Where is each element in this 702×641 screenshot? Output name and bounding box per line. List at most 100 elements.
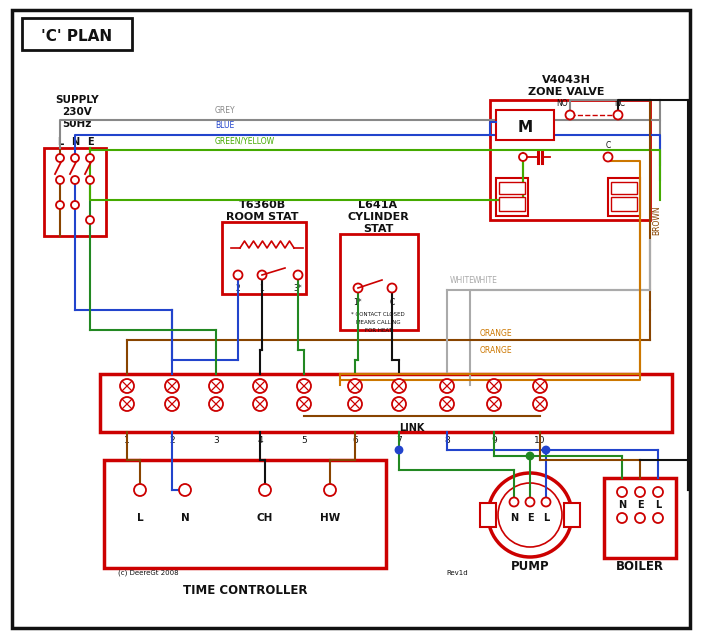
Circle shape [56,154,64,162]
Text: L: L [57,137,63,147]
Circle shape [253,397,267,411]
Circle shape [86,154,94,162]
Circle shape [533,397,547,411]
Bar [496,110,554,140]
Text: V4043H: V4043H [541,75,590,85]
Text: L: L [543,513,549,523]
Circle shape [519,153,527,161]
Bar [104,460,386,568]
Text: FOR HEAT: FOR HEAT [364,328,392,333]
Circle shape [348,379,362,393]
Text: HW: HW [320,513,340,523]
Circle shape [120,397,134,411]
Circle shape [209,397,223,411]
Circle shape [297,379,311,393]
Circle shape [510,497,519,506]
Circle shape [120,379,134,393]
Text: L: L [137,513,143,523]
Circle shape [635,513,645,523]
Circle shape [614,110,623,119]
Circle shape [566,110,574,119]
Text: Rev1d: Rev1d [446,570,468,576]
Circle shape [526,453,534,460]
Circle shape [392,379,406,393]
Text: CH: CH [257,513,273,523]
Circle shape [134,484,146,496]
Text: N: N [618,500,626,510]
Text: ORANGE: ORANGE [480,346,512,355]
Text: 3*: 3* [293,283,303,292]
Circle shape [348,397,362,411]
Text: STAT: STAT [363,224,393,234]
Circle shape [297,397,311,411]
Circle shape [253,379,267,393]
Text: ORANGE: ORANGE [480,329,512,338]
Circle shape [440,379,454,393]
Circle shape [324,484,336,496]
Text: E: E [637,500,643,510]
Circle shape [71,176,79,184]
Circle shape [653,513,663,523]
Circle shape [179,484,191,496]
Text: BOILER: BOILER [616,560,664,574]
Bar [222,222,306,294]
Text: E: E [526,513,534,523]
Text: WHITE: WHITE [473,276,498,285]
Circle shape [533,379,547,393]
Text: L641A: L641A [359,200,397,210]
Circle shape [392,397,406,411]
Text: E: E [86,137,93,147]
Circle shape [209,379,223,393]
Circle shape [395,447,402,453]
Text: WHITE: WHITE [450,276,475,285]
Circle shape [86,176,94,184]
Text: 5: 5 [301,436,307,445]
Circle shape [541,497,550,506]
Text: 2: 2 [236,283,240,292]
Circle shape [604,153,613,162]
Circle shape [234,271,242,279]
Circle shape [617,487,627,497]
Circle shape [653,487,663,497]
Bar [499,197,525,211]
Text: 230V: 230V [62,107,92,117]
Bar [490,100,650,220]
Text: 8: 8 [444,436,450,445]
Text: GREY: GREY [215,106,236,115]
Circle shape [86,216,94,224]
Circle shape [56,201,64,209]
Text: ZONE VALVE: ZONE VALVE [528,87,604,97]
Text: NO: NO [556,99,568,108]
Text: 6: 6 [352,436,358,445]
Circle shape [293,271,303,279]
Bar [340,234,418,330]
Text: N: N [180,513,190,523]
Circle shape [487,397,501,411]
Text: MEANS CALLING: MEANS CALLING [356,319,400,324]
Text: 1: 1 [124,436,130,445]
Text: L: L [655,500,661,510]
Circle shape [71,154,79,162]
Text: N: N [510,513,518,523]
Circle shape [488,473,572,557]
Circle shape [635,487,645,497]
Text: PUMP: PUMP [510,560,549,574]
Bar [22,18,132,50]
Bar [608,178,640,216]
Circle shape [258,271,267,279]
Text: BLUE: BLUE [215,121,234,130]
Text: N: N [71,137,79,147]
Text: 3: 3 [213,436,219,445]
Text: BROWN: BROWN [652,205,661,235]
Text: 10: 10 [534,436,545,445]
Bar [100,374,672,432]
Text: 50Hz: 50Hz [62,119,92,129]
Circle shape [617,513,627,523]
Text: TIME CONTROLLER: TIME CONTROLLER [183,583,307,597]
Bar [564,503,580,527]
Bar [496,178,528,216]
Text: M: M [517,119,533,135]
Text: 1*: 1* [354,297,362,306]
Text: SUPPLY: SUPPLY [55,95,99,105]
Circle shape [526,497,534,506]
